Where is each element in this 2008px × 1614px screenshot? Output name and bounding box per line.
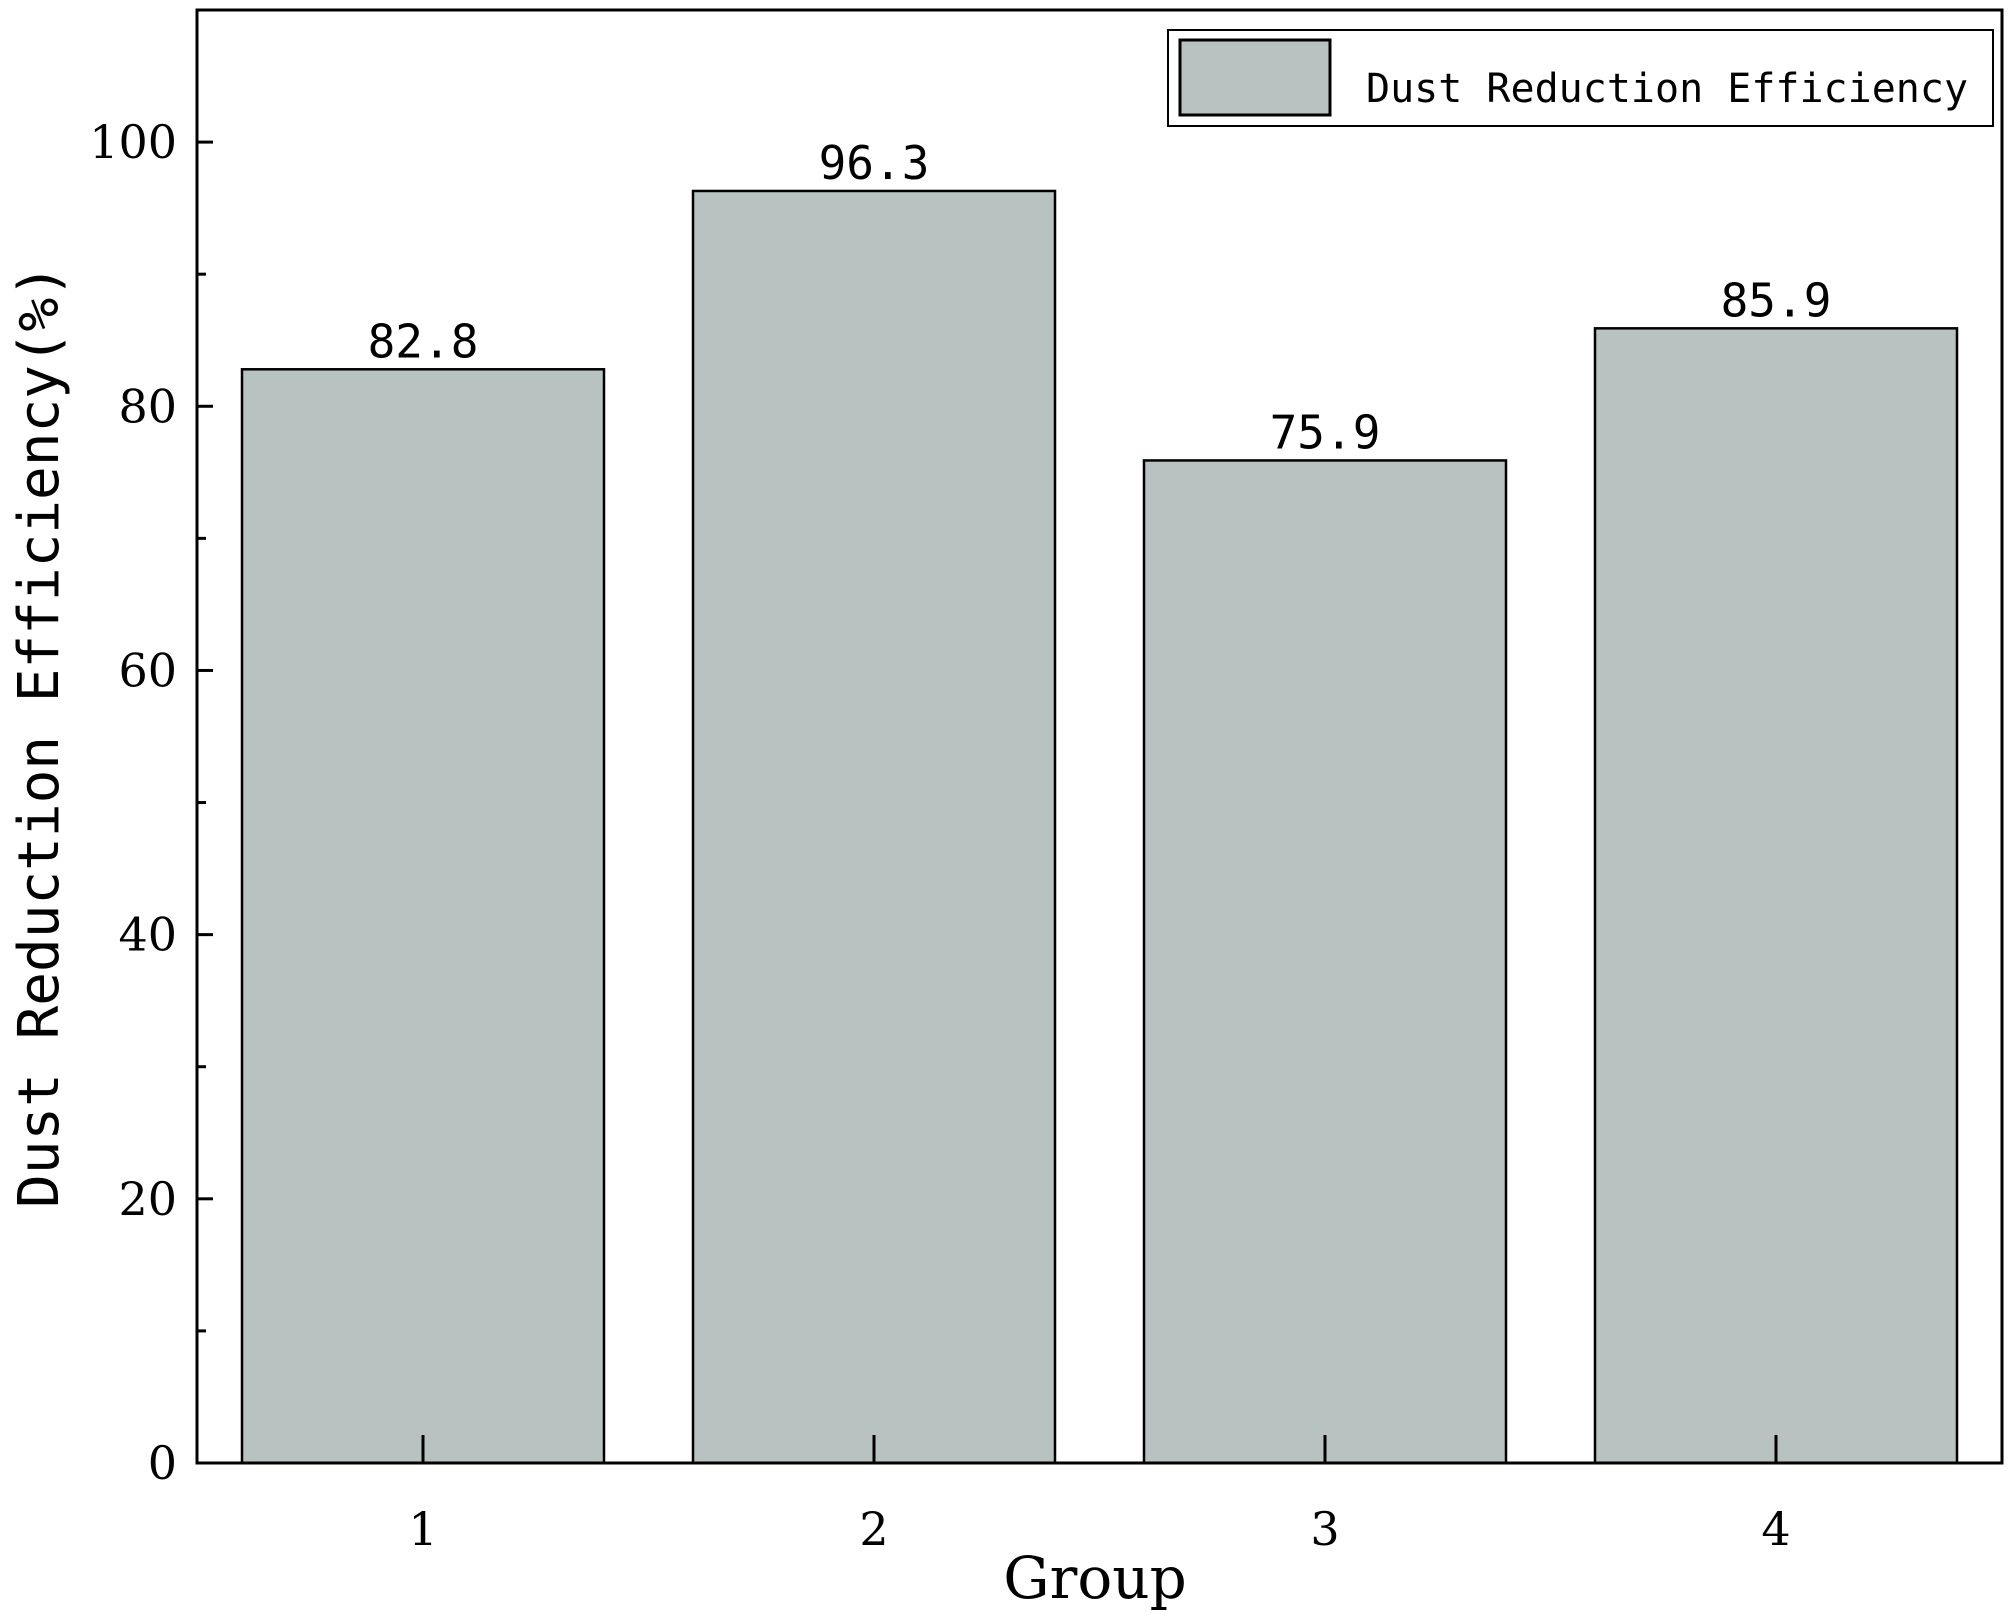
x-axis-ticks: 1 2 3 4 <box>408 1435 1791 1556</box>
legend-label: Dust Reduction Efficiency <box>1366 66 1968 112</box>
plot-frame <box>195 8 2004 1465</box>
y-axis-label: Dust Reduction Efficiency(%) <box>7 264 72 1208</box>
bar-group-1 <box>240 368 606 1465</box>
data-label-2: 96.3 <box>819 136 930 190</box>
y-tick-label: 80 <box>118 379 177 433</box>
y-tick-label: 60 <box>118 643 177 697</box>
y-tick-label: 0 <box>148 1436 177 1490</box>
bar-group-2 <box>691 189 1057 1465</box>
bars-group <box>240 189 1959 1465</box>
data-label-1: 82.8 <box>368 314 479 368</box>
x-axis-label: Group <box>1003 1544 1186 1612</box>
y-tick-label: 100 <box>89 115 177 169</box>
data-label-3: 75.9 <box>1270 405 1381 459</box>
legend-swatch <box>1178 38 1332 117</box>
x-tick-label: 2 <box>859 1502 888 1556</box>
legend: Dust Reduction Efficiency <box>1167 29 1994 127</box>
x-tick-label: 3 <box>1310 1502 1339 1556</box>
y-tick-label: 20 <box>118 1172 177 1226</box>
y-axis-ticks: 0 20 40 60 80 100 <box>89 115 213 1490</box>
data-label-4: 85.9 <box>1721 273 1832 327</box>
x-tick-label: 1 <box>408 1502 437 1556</box>
y-tick-label: 40 <box>118 908 177 962</box>
x-tick-label: 4 <box>1761 1502 1790 1556</box>
bar-group-3 <box>1142 459 1508 1465</box>
data-labels-group: 82.8 96.3 75.9 85.9 <box>368 136 1832 459</box>
bar-group-4 <box>1593 327 1959 1465</box>
